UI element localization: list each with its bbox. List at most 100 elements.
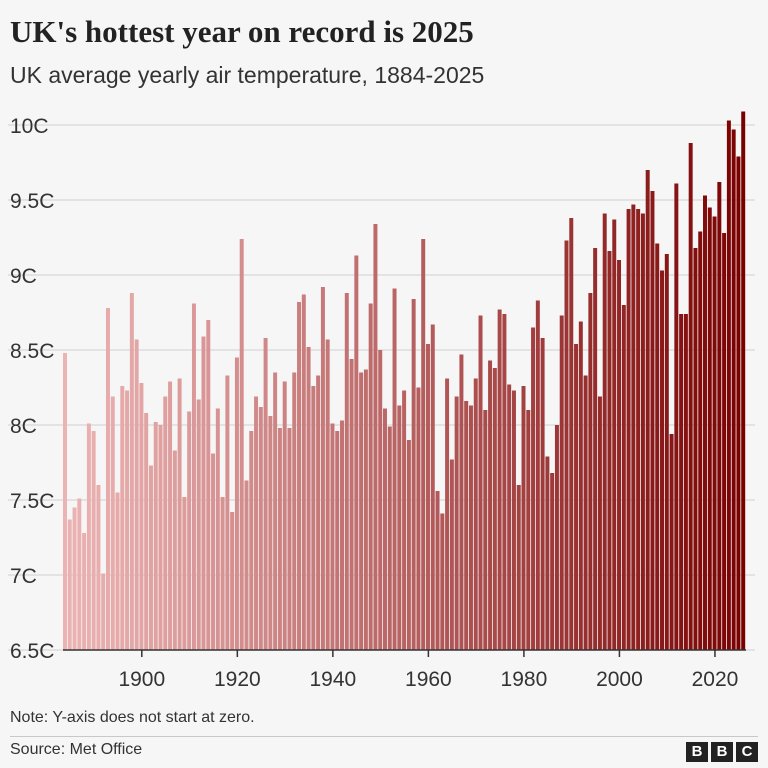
x-tick-label: 1900 [118,668,165,691]
bar-1996 [597,396,602,650]
bar-1938 [320,287,325,650]
bar-1914 [206,320,211,650]
bar-1915 [211,453,216,650]
bar-1990 [569,218,574,650]
x-tick-label: 1960 [405,668,452,691]
bars [63,111,746,650]
y-tick-label: 8.5C [10,340,54,363]
source-credit: Source: Met Office [10,741,143,758]
bar-1908 [177,378,182,650]
bar-1947 [363,369,368,650]
bar-1911 [191,303,196,650]
bar-1926 [263,338,268,650]
bar-2021 [717,182,722,650]
x-tick-label: 2000 [596,668,643,691]
bar-1976 [502,314,507,650]
bar-1979 [516,485,521,650]
y-tick-label: 7.5C [10,490,54,513]
footer-divider [10,736,758,737]
bar-1944 [349,359,354,650]
bar-1900 [139,383,144,650]
bar-undefined [741,111,746,650]
bar-1993 [583,375,588,650]
bar-1974 [492,368,497,650]
bar-1992 [578,321,583,650]
bar-2010 [664,254,669,650]
bar-2025 [736,156,741,650]
bar-2022 [722,233,727,650]
bar-1983 [535,300,540,650]
bar-2004 [636,209,641,650]
bar-2007 [650,191,655,650]
bar-1953 [392,288,397,650]
bar-2017 [698,231,703,650]
bar-2019 [707,207,712,650]
bar-1984 [540,338,545,650]
bbc-logo-letter-3: C [736,742,758,762]
bar-1942 [340,420,344,650]
bar-1917 [220,497,225,650]
bar-1951 [383,408,387,650]
bar-1916 [215,408,220,650]
bar-1972 [483,410,488,650]
bar-1919 [230,512,235,650]
bar-1965 [449,459,454,650]
bar-1931 [287,428,292,650]
bar-1918 [225,375,230,650]
bar-1927 [268,416,273,650]
bar-1909 [182,497,187,650]
bar-1963 [440,513,445,650]
chart-subtitle: UK average yearly air temperature, 1884-… [10,62,485,88]
bar-2011 [669,434,674,650]
bar-1910 [187,411,192,650]
bar-2016 [693,248,698,650]
bar-1958 [416,387,421,650]
bar-1901 [144,413,149,650]
bar-2001 [621,305,626,650]
bar-1971 [478,315,483,650]
bar-1968 [464,401,469,650]
bar-1913 [201,336,206,650]
bar-1920 [234,357,239,650]
bar-1962 [435,491,440,650]
bar-1943 [344,293,349,650]
bar-1929 [277,428,282,650]
bar-2013 [679,314,684,650]
bar-1957 [411,299,416,650]
bar-2024 [731,129,736,650]
bar-1997 [602,213,607,650]
bar-1885 [67,519,72,650]
bar-1969 [468,405,473,650]
bbc-logo-letter-2: B [711,742,733,762]
bar-1980 [521,386,526,650]
bar-1925 [258,407,263,650]
x-tick-label: 2020 [692,668,739,691]
bar-1896 [120,386,125,650]
bar-1948 [368,303,373,650]
bar-1961 [430,324,435,650]
bar-1946 [359,372,364,650]
y-tick-label: 6.5C [10,640,54,663]
bar-1923 [249,431,254,650]
bar-2003 [631,204,636,650]
bar-1884 [63,353,67,650]
bar-2009 [660,270,665,650]
bar-1964 [445,378,450,650]
bar-1960 [425,344,430,650]
y-axis-note: Note: Y-axis does not start at zero. [10,709,255,726]
bar-1894 [110,396,115,650]
y-tick-label: 10C [10,115,49,138]
y-tick-label: 9C [10,265,37,288]
bar-1935 [306,347,311,650]
bar-1945 [354,255,359,650]
bar-2014 [683,314,688,650]
bbc-logo-letter-1: B [686,742,708,762]
bar-1970 [473,378,478,650]
bar-1892 [101,573,106,650]
y-tick-label: 8C [10,415,37,438]
y-axis-tick-labels: 6.5C 7C 7.5C 8C 8.5C 9C 9.5C 10C [10,115,54,663]
bar-1989 [564,240,569,650]
bar-1907 [172,450,177,650]
bar-2018 [703,195,707,650]
